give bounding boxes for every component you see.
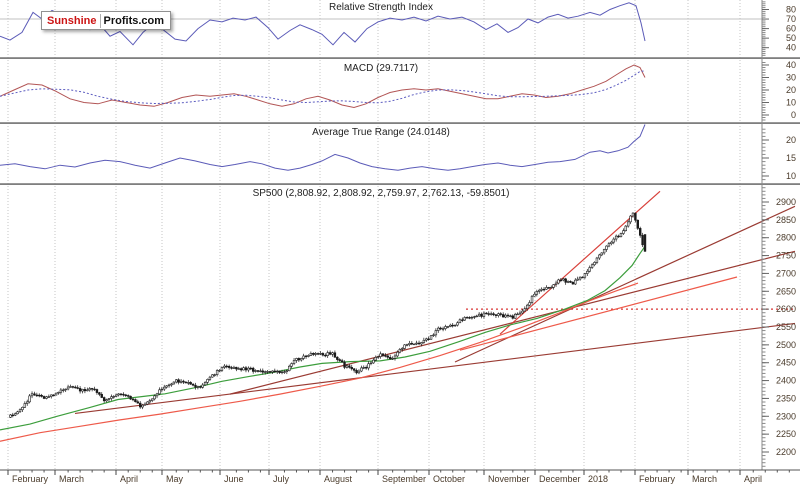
month-label: April: [744, 474, 762, 484]
price-axis-label: 2750: [776, 251, 796, 261]
month-label: July: [273, 474, 290, 484]
macd-series: [0, 64, 646, 109]
price-axis-label: 2450: [776, 358, 796, 368]
candlesticks: [9, 212, 647, 419]
price-axis-label: 2600: [776, 304, 796, 314]
right-axis: 4050607080010203040101520220022502300235…: [761, 0, 796, 470]
trendline-5: [459, 276, 738, 351]
month-label: October: [433, 474, 465, 484]
month-label: November: [488, 474, 530, 484]
macd-signal-line: [0, 70, 646, 105]
trendline-1: [74, 322, 796, 415]
month-label: June: [224, 474, 244, 484]
rsi-axis-label: 60: [786, 24, 796, 34]
panel-title-macd: MACD (29.7117): [343, 63, 419, 74]
logo-brand-text: Sunshine: [42, 13, 101, 28]
rsi-axis-label: 40: [786, 43, 796, 53]
sunshineprofits-logo: Sunshine Profits.com: [41, 11, 172, 30]
month-label: February: [639, 474, 676, 484]
macd-axis-label: 0: [791, 110, 796, 120]
price-axis-label: 2550: [776, 322, 796, 332]
month-gridlines: [7, 0, 741, 470]
macd-axis-label: 30: [786, 73, 796, 83]
panel-title-rsi: Relative Strength Index: [329, 2, 433, 13]
logo-suffix-text: Profits.com: [103, 14, 165, 27]
rsi-axis-label: 70: [786, 14, 796, 24]
price-axis-label: 2200: [776, 447, 796, 457]
atr-series: [0, 124, 646, 171]
panel-title-atr: Average True Range (24.0148): [312, 127, 450, 138]
month-label: December: [539, 474, 581, 484]
rsi-axis-label: 50: [786, 33, 796, 43]
atr-axis-label: 20: [786, 135, 796, 145]
month-label: April: [120, 474, 138, 484]
month-label: September: [382, 474, 426, 484]
price-axis-label: 2800: [776, 233, 796, 243]
month-label: February: [12, 474, 49, 484]
price-axis-label: 2700: [776, 268, 796, 278]
bottom-axis: February March April May June July August Septe…: [0, 469, 800, 484]
ma-slow-line: [0, 282, 639, 442]
price-axis-label: 2250: [776, 429, 796, 439]
rsi-axis-label: 80: [786, 5, 796, 15]
month-label: August: [324, 474, 353, 484]
atr-axis-label: 10: [786, 171, 796, 181]
price-axis-label: 2850: [776, 215, 796, 225]
panel-separators: [0, 57, 800, 185]
atr-axis-label: 15: [786, 153, 796, 163]
price-axis-label: 2500: [776, 340, 796, 350]
atr-atr-line: [0, 124, 646, 171]
macd-axis-label: 10: [786, 98, 796, 108]
ma-fast-line: [0, 245, 646, 431]
price-axis-label: 2400: [776, 376, 796, 386]
panel-title-sp500: SP500 (2,808.92, 2,808.92, 2,759.97, 2,7…: [252, 188, 510, 199]
month-label: March: [59, 474, 84, 484]
price-axis-label: 2900: [776, 197, 796, 207]
macd-axis-label: 40: [786, 60, 796, 70]
price-axis-label: 2650: [776, 286, 796, 296]
price-axis-label: 2350: [776, 393, 796, 403]
month-label: May: [166, 474, 184, 484]
month-label: 2018: [588, 474, 608, 484]
price-axis-label: 2300: [776, 411, 796, 421]
macd-axis-label: 20: [786, 85, 796, 95]
month-label: March: [692, 474, 717, 484]
